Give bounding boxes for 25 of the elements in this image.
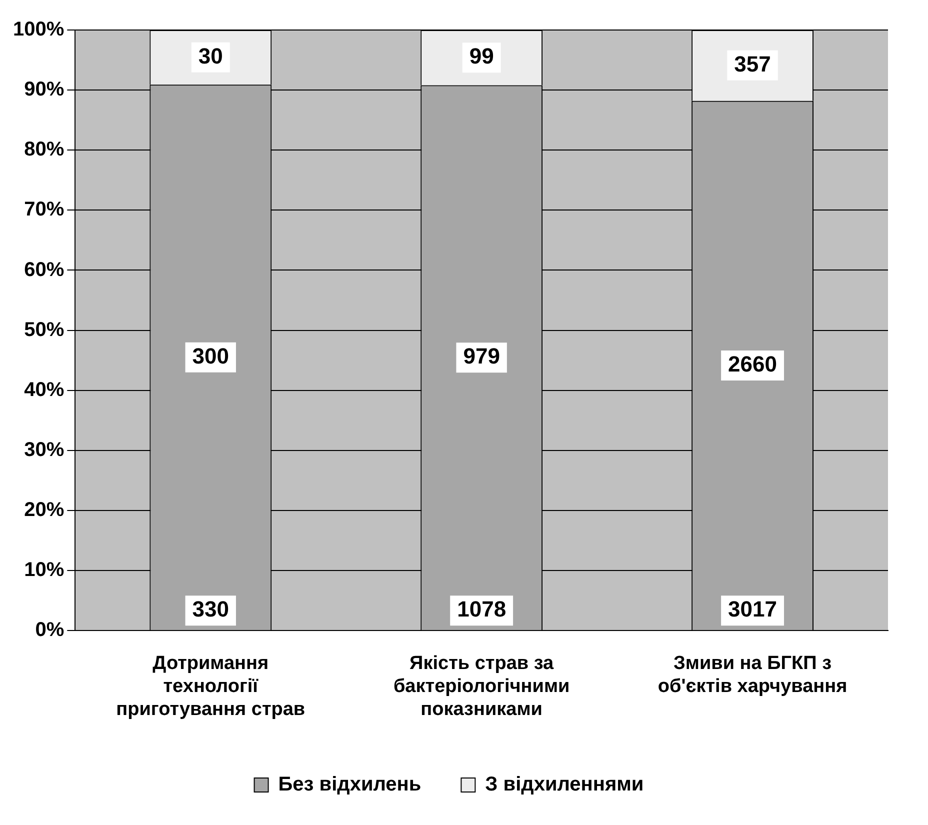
annotation: 1078 — [457, 596, 506, 622]
y-tick-label: 60% — [24, 258, 64, 281]
y-tick-label: 80% — [24, 138, 64, 161]
y-tick-label: 20% — [24, 498, 64, 521]
annotation: 357 — [734, 52, 771, 76]
annotation: 330 — [192, 596, 229, 622]
x-tick-label: Якість страв за бактеріологічними показниками — [393, 653, 570, 720]
annotation: 99 — [469, 44, 494, 69]
y-tick-label: 40% — [24, 378, 64, 401]
legend-label: З відхиленнями — [485, 774, 644, 796]
x-tick-label: Змиви на БГКП з об'єктів харчування — [658, 653, 848, 698]
y-tick-label: 0% — [35, 619, 64, 642]
y-tick-label: 30% — [24, 438, 64, 461]
y-tick-label: 100% — [12, 18, 64, 41]
annotation: 300 — [192, 343, 229, 368]
y-tick-label: 50% — [24, 318, 64, 341]
annotation: 3017 — [728, 596, 777, 622]
annotation: 979 — [463, 344, 500, 369]
annotation: 2660 — [728, 352, 777, 377]
y-tick-label: 70% — [24, 198, 64, 221]
y-tick-label: 10% — [24, 559, 64, 582]
x-tick-label: Дотримання технології приготування страв — [116, 653, 306, 720]
legend-label: Без відхилень — [278, 774, 422, 796]
y-tick-label: 90% — [24, 78, 64, 101]
annotation: 30 — [198, 43, 223, 68]
